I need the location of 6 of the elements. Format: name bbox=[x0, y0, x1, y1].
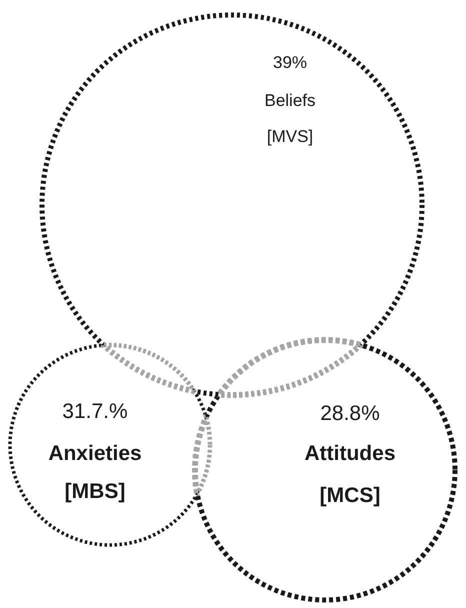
category-label: Beliefs [MVS] bbox=[264, 91, 316, 146]
data-label: 31.7.% bbox=[62, 400, 128, 423]
data-label: 28.8% bbox=[320, 402, 380, 425]
data-label: 39% bbox=[272, 53, 308, 72]
category-label: Attitudes [MCS] bbox=[304, 442, 396, 507]
category-label: Anxieties [MBS] bbox=[48, 442, 142, 503]
